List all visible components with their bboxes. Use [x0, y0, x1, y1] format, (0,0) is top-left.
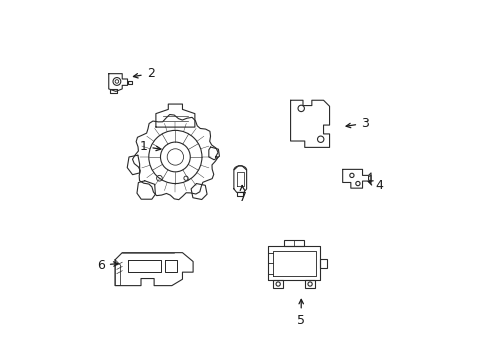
Bar	[305, 280, 314, 288]
Bar	[273, 280, 283, 288]
Text: 6: 6	[97, 258, 118, 271]
Text: 7: 7	[238, 185, 246, 204]
Text: 2: 2	[133, 67, 154, 80]
Text: 1: 1	[139, 140, 160, 153]
Bar	[319, 259, 326, 268]
Text: 5: 5	[297, 300, 305, 327]
Text: 3: 3	[346, 117, 368, 130]
Text: 4: 4	[367, 179, 382, 192]
Bar	[284, 240, 303, 247]
